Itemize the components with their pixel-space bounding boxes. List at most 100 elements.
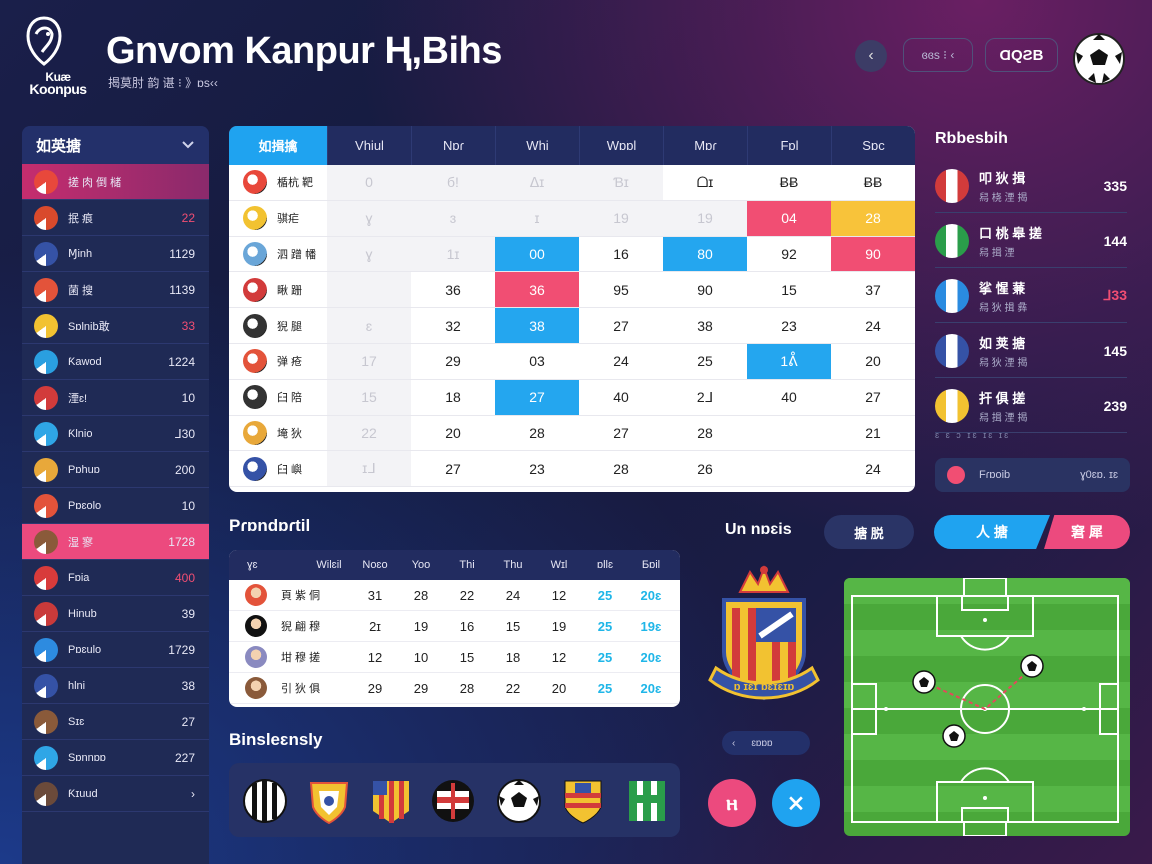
header-score-pill[interactable]: ⱭQƧB <box>985 38 1058 72</box>
score-cell[interactable]: б! <box>411 165 495 200</box>
standings-item[interactable]: 挲 惺 蒹舄 狄 揖 彝 ᒧ33 <box>935 269 1127 323</box>
sidebar-item[interactable]: 菌 搜 1139 <box>22 272 209 308</box>
score-cell[interactable]: 36 <box>495 272 579 308</box>
score-cell[interactable] <box>327 272 411 308</box>
striped-shield-icon[interactable] <box>561 777 605 825</box>
score-cell[interactable]: ᗝɪ <box>696 173 714 190</box>
score-cell[interactable]: 27 <box>613 317 629 334</box>
score-cell[interactable]: 0 <box>327 165 411 200</box>
column-header[interactable]: Thu <box>503 559 523 571</box>
score-cell[interactable]: 28 <box>831 200 915 236</box>
sidebar-item[interactable]: Ƙlnio ᒧ30 <box>22 416 209 452</box>
score-cell[interactable]: ɣ <box>327 236 411 272</box>
table-row[interactable]: 猊 腿 ɛ 32 38 27 38 23 24 <box>229 308 915 344</box>
chevron-down-icon[interactable] <box>181 140 195 150</box>
column-header[interactable]: Wilɛil <box>316 559 342 571</box>
score-cell[interactable]: 2ᒧ <box>696 388 714 405</box>
column-header[interactable]: ɣɛ <box>247 559 258 571</box>
table-row[interactable]: 臼 嶼 ɪᒧ 27 23 28 26 24 <box>229 451 915 488</box>
table-row[interactable]: 泗 蹭 幡 ɣ 1ɪ 00 16 80 92 90 <box>229 236 915 273</box>
sidebar-item[interactable]: Hinub 39 <box>22 596 209 632</box>
score-cell[interactable]: 19 <box>579 200 663 236</box>
sidebar-item[interactable]: Pɒhuɒ 200 <box>22 452 209 488</box>
column-header[interactable]: Nɒɾ <box>411 126 495 165</box>
score-cell[interactable]: 28 <box>697 424 713 441</box>
standings-item[interactable]: 叩 狄 揖舄 桡 湮 揭 335 <box>935 159 1127 213</box>
sidebar-item[interactable]: Sɪɛ 27 <box>22 704 209 740</box>
score-cell[interactable]: 29 <box>445 353 461 370</box>
column-header[interactable]: Yoo <box>411 559 431 571</box>
crest-pill[interactable]: ‹ ɛɒɒɒ <box>722 731 810 755</box>
table-row[interactable]: 引 狄 俱 29 29 28 22 20 25 20ɛ <box>229 673 680 704</box>
standings-item[interactable]: 如 荚 搪舄 狄 湮 揭 145 <box>935 324 1127 378</box>
score-cell[interactable]: 27 <box>865 389 881 406</box>
column-header[interactable]: Ƃɒil <box>641 559 661 571</box>
score-cell[interactable]: 40 <box>613 389 629 406</box>
sidebar-item[interactable]: 湮ɛ! 10 <box>22 380 209 416</box>
table-row[interactable]: 埯 狄 22 20 28 27 28 21 <box>229 415 915 452</box>
header-filter-pill[interactable]: ɞɞs ⁝ ‹ <box>903 38 973 72</box>
table-row[interactable]: 猊 翩 穆 2ɪ 19 16 15 19 25 19ɛ <box>229 611 680 642</box>
sidebar-item[interactable]: Sɒnnɒɒ 227 <box>22 740 209 776</box>
score-cell[interactable]: 1ᕔ <box>747 343 831 379</box>
score-cell[interactable]: 23 <box>529 460 545 477</box>
sidebar-header[interactable]: 如英搪 <box>22 126 209 164</box>
score-cell[interactable]: ɃɃ <box>863 174 883 191</box>
score-cell[interactable]: 32 <box>445 317 461 334</box>
sidebar-item[interactable]: Pɒɛulo 1729 <box>22 632 209 668</box>
score-cell[interactable]: ɪᒧ <box>327 451 411 487</box>
catalan-shield-icon[interactable] <box>369 777 413 825</box>
table-row[interactable]: 瞅 跚 36 36 95 90 15 37 <box>229 272 915 309</box>
score-cell[interactable]: Ɓɪ <box>579 165 663 200</box>
score-cell[interactable]: 26 <box>697 460 713 477</box>
action-button-blue[interactable]: ⨯ <box>772 779 820 827</box>
action-button-pink[interactable]: ⲏ <box>708 779 756 827</box>
sidebar-item[interactable]: 抿 痕 22 <box>22 200 209 236</box>
column-header[interactable]: Wɒɒl <box>579 126 663 165</box>
score-cell[interactable]: 38 <box>697 317 713 334</box>
table-row[interactable]: 坩 穆 搓 12 10 15 18 12 25 20ɛ <box>229 642 680 673</box>
sidebar-item[interactable]: 湿 寥 1728 <box>22 524 209 560</box>
score-cell[interactable]: 40 <box>781 389 797 406</box>
score-cell[interactable]: ɛ <box>327 308 411 343</box>
column-header[interactable]: Vhiul <box>327 126 411 165</box>
score-cell[interactable]: 37 <box>865 281 881 298</box>
score-cell[interactable]: 92 <box>781 245 797 262</box>
score-cell[interactable]: ɪ <box>495 200 579 236</box>
score-cell[interactable]: ɣ <box>327 200 411 236</box>
cross-badge-icon[interactable] <box>431 777 475 825</box>
score-cell[interactable]: ɃɃ <box>779 174 799 191</box>
matches-button[interactable]: 搪 脱 <box>824 515 914 549</box>
score-cell[interactable]: 21 <box>865 424 881 441</box>
table-row[interactable]: 骐疟 ɣ ɜ ɪ 19 19 04 28 <box>229 200 915 237</box>
score-cell[interactable]: 27 <box>613 424 629 441</box>
score-cell[interactable]: 23 <box>781 317 797 334</box>
column-header[interactable]: Whi <box>495 126 579 165</box>
score-cell[interactable]: 17 <box>327 343 411 379</box>
score-cell[interactable]: 24 <box>865 460 881 477</box>
score-cell[interactable]: 24 <box>865 317 881 334</box>
score-cell[interactable]: 25 <box>697 353 713 370</box>
soccer-ball-icon[interactable] <box>1072 32 1126 86</box>
striped-badge-icon[interactable] <box>243 777 287 825</box>
score-cell[interactable]: 15 <box>327 379 411 415</box>
score-cell[interactable]: 28 <box>613 460 629 477</box>
sidebar-item[interactable]: Ƙɪuud › <box>22 776 209 812</box>
score-cell[interactable]: 24 <box>613 353 629 370</box>
column-header[interactable]: Sɒc <box>831 126 915 165</box>
toggle-left[interactable]: 人 搪 <box>934 515 1050 549</box>
column-header[interactable]: Fɒl <box>747 126 831 165</box>
sidebar-item[interactable]: hlni 38 <box>22 668 209 704</box>
score-cell[interactable]: 20 <box>865 353 881 370</box>
column-header[interactable]: ɒllɛ <box>596 559 614 571</box>
score-cell[interactable]: ɜ <box>411 200 495 236</box>
score-cell[interactable]: 16 <box>613 245 629 262</box>
sidebar-item[interactable]: Sɒlnib敢 33 <box>22 308 209 344</box>
back-button[interactable]: ‹ <box>855 40 887 72</box>
standings-item[interactable]: 扞 俱 搓舄 揖 湮 揭 239 <box>935 379 1127 433</box>
sidebar-item[interactable]: Fɒia 400 <box>22 560 209 596</box>
sidebar-item[interactable]: Ƙawod 1224 <box>22 344 209 380</box>
score-cell[interactable]: 80 <box>663 236 747 272</box>
standings-filter-bar[interactable]: Fɾɒoib ɣ0ɛɒ. ɪɛ <box>935 458 1130 492</box>
score-cell[interactable] <box>747 416 831 451</box>
